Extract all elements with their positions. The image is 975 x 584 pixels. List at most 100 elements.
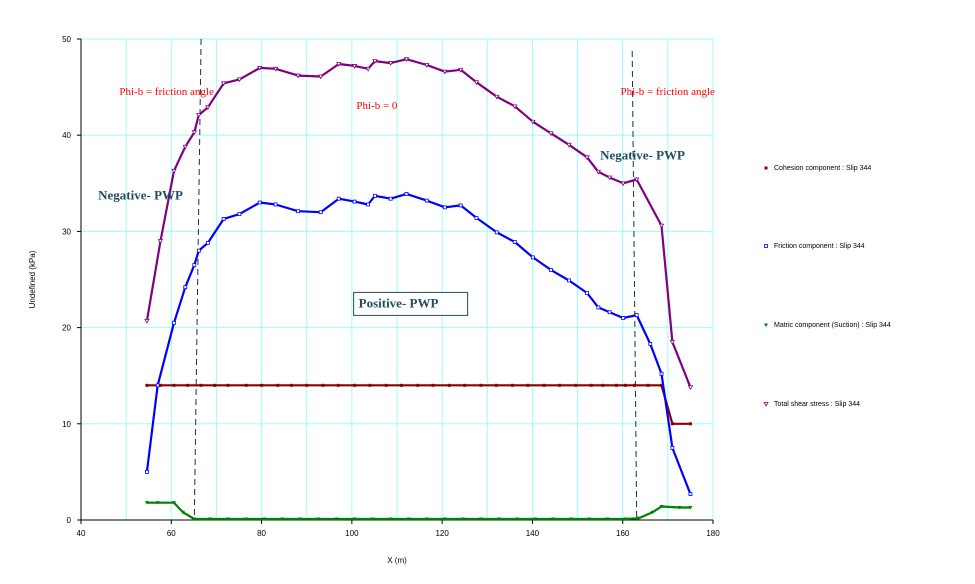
data-point xyxy=(542,383,546,387)
data-point xyxy=(670,445,675,450)
series-1 xyxy=(145,191,693,496)
data-point xyxy=(182,144,188,150)
dashed-line-left xyxy=(193,38,202,521)
data-point xyxy=(515,517,520,522)
data-point xyxy=(205,105,211,111)
data-point xyxy=(155,383,160,388)
data-point xyxy=(494,94,500,100)
data-point xyxy=(636,516,641,521)
data-point xyxy=(511,383,515,387)
data-point xyxy=(764,323,768,327)
data-point xyxy=(447,383,451,387)
data-point xyxy=(596,305,601,310)
data-point xyxy=(191,130,197,136)
data-point xyxy=(289,383,293,387)
annotation-box xyxy=(353,291,469,316)
series-3 xyxy=(144,57,694,391)
data-point xyxy=(494,230,499,235)
data-point xyxy=(463,383,467,387)
data-point xyxy=(273,202,278,207)
data-point xyxy=(244,383,248,387)
data-point xyxy=(298,517,303,522)
data-point xyxy=(442,517,447,522)
data-point xyxy=(623,517,628,522)
data-point xyxy=(601,383,605,387)
annotations: Phi-b = friction angle Phi-b = 0 Phi-b = f… xyxy=(98,86,715,316)
data-point xyxy=(172,320,176,325)
data-point xyxy=(272,66,279,72)
data-point xyxy=(512,240,517,244)
data-point xyxy=(226,517,231,522)
legend-item: Matric component (Suction) : Slip 344 xyxy=(764,322,891,329)
data-point xyxy=(388,517,393,522)
annotation-label: Negative- PWP xyxy=(98,188,183,203)
data-point xyxy=(171,501,176,505)
data-point xyxy=(365,66,371,72)
data-point xyxy=(384,383,388,387)
data-point xyxy=(688,422,692,426)
data-point xyxy=(497,517,502,522)
data-point xyxy=(669,340,676,345)
data-point xyxy=(607,310,612,315)
series-line xyxy=(146,384,691,425)
x-axis-title: X (m) xyxy=(387,556,407,565)
annotation-label: Positive- PWP xyxy=(359,295,439,310)
annotation-label: Negative- PWP xyxy=(600,147,685,162)
y-tick-label: 10 xyxy=(62,420,71,429)
data-point xyxy=(530,119,536,125)
data-point xyxy=(621,316,626,320)
data-point xyxy=(368,383,372,387)
data-point xyxy=(494,383,498,387)
data-point xyxy=(318,74,324,80)
legend: Cohesion component : Slip 344 Friction co… xyxy=(763,165,891,408)
data-point xyxy=(205,241,210,245)
data-point xyxy=(634,177,640,183)
annotation-text: Phi-b = friction angle xyxy=(119,86,214,98)
annotation-text: Phi-b = friction angle xyxy=(620,86,715,98)
data-point xyxy=(549,267,553,272)
data-point xyxy=(533,517,538,522)
data-point xyxy=(646,383,650,387)
y-tick-label: 0 xyxy=(67,516,72,525)
data-point xyxy=(157,239,164,244)
data-point xyxy=(387,61,394,66)
data-point xyxy=(260,383,264,387)
data-point xyxy=(458,203,463,208)
data-point xyxy=(479,383,483,387)
data-point xyxy=(280,517,285,522)
data-point xyxy=(605,517,610,522)
data-point xyxy=(404,191,409,196)
data-point xyxy=(566,142,572,148)
data-point xyxy=(196,113,202,118)
data-point xyxy=(474,216,479,220)
data-point xyxy=(366,202,371,207)
data-point xyxy=(677,505,682,510)
data-point xyxy=(352,199,357,204)
grid-lines xyxy=(81,38,714,521)
x-tick-label: 100 xyxy=(345,529,359,538)
data-point xyxy=(257,200,262,205)
data-point xyxy=(144,501,149,505)
data-point xyxy=(181,510,186,515)
data-point xyxy=(192,517,197,522)
data-point xyxy=(403,57,410,63)
data-point xyxy=(370,517,375,522)
y-tick-label: 20 xyxy=(62,324,71,333)
data-point xyxy=(372,59,378,64)
data-point xyxy=(574,383,578,387)
data-point xyxy=(158,383,162,387)
data-point xyxy=(186,383,190,387)
data-point xyxy=(192,263,197,267)
data-point xyxy=(424,517,429,522)
legend-label: Total shear stress : Slip 344 xyxy=(774,401,860,408)
data-point xyxy=(262,517,267,522)
data-point xyxy=(530,255,535,260)
data-point xyxy=(606,175,613,181)
data-point xyxy=(145,383,149,387)
data-point xyxy=(406,517,411,522)
data-point xyxy=(460,517,465,522)
series-line xyxy=(146,501,691,521)
series-0 xyxy=(145,383,692,426)
data-point xyxy=(623,383,627,387)
data-point xyxy=(196,248,201,253)
